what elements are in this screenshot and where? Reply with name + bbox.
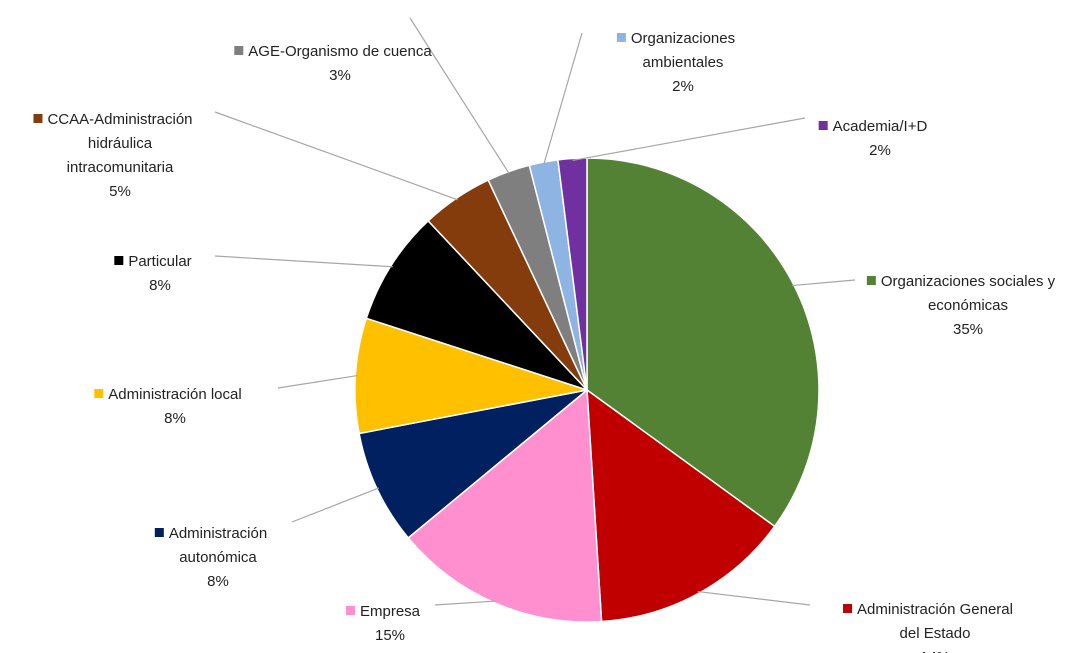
slice-value-label: 35% xyxy=(953,321,983,338)
leader-line xyxy=(277,374,358,389)
leader-line xyxy=(434,600,496,606)
slice-label: AGE-Organismo de cuenca xyxy=(248,43,432,60)
slice-label: Administración General del Estado xyxy=(857,601,1013,642)
legend-swatch xyxy=(818,121,828,130)
slice-label: Organizaciones sociales y económicas xyxy=(881,273,1056,314)
legend-swatch xyxy=(114,256,124,265)
pie-slice xyxy=(586,388,776,623)
legend-swatch xyxy=(866,276,876,285)
legend-swatch xyxy=(154,528,164,537)
slice-value-label: 2% xyxy=(672,78,694,95)
pie-slice xyxy=(407,388,603,623)
slice-label: Organizaciones ambientales xyxy=(631,30,735,71)
slice-label: Academia/I+D xyxy=(833,118,928,135)
leader-line xyxy=(409,17,510,174)
slice-label: CCAA-Administración hidráulica intracomuni… xyxy=(47,111,192,176)
leader-line xyxy=(543,32,583,165)
leaders xyxy=(214,17,856,606)
legend-swatch xyxy=(345,606,355,615)
legend-swatch xyxy=(33,114,43,123)
legend-swatch xyxy=(843,604,853,613)
slice-value-label: 8% xyxy=(149,277,171,294)
slice-label: Administración autonómica xyxy=(169,525,267,566)
pie-slice xyxy=(365,219,588,391)
pie-slice xyxy=(586,157,820,528)
slice-value-label: 8% xyxy=(207,573,229,590)
legend-swatch xyxy=(616,33,626,42)
slice-label: Particular xyxy=(128,253,191,270)
leader-line xyxy=(291,487,380,523)
slice-value-label: 5% xyxy=(109,183,131,200)
leader-line xyxy=(214,255,393,268)
slice-value-label: 2% xyxy=(869,142,891,159)
leader-line xyxy=(697,590,811,606)
legend-swatch xyxy=(94,389,104,398)
leader-line xyxy=(572,117,806,162)
slices xyxy=(354,157,820,623)
slice-label: Empresa xyxy=(360,603,421,620)
slice-value-label: 15% xyxy=(375,627,405,644)
legend-swatch xyxy=(234,46,244,55)
slice-value-label: 8% xyxy=(164,410,186,427)
slice-value-label: 14% xyxy=(920,649,950,653)
leader-line xyxy=(214,111,458,201)
slice-label: Administración local xyxy=(108,386,241,403)
slice-value-label: 3% xyxy=(329,67,351,84)
leader-line xyxy=(791,279,856,287)
